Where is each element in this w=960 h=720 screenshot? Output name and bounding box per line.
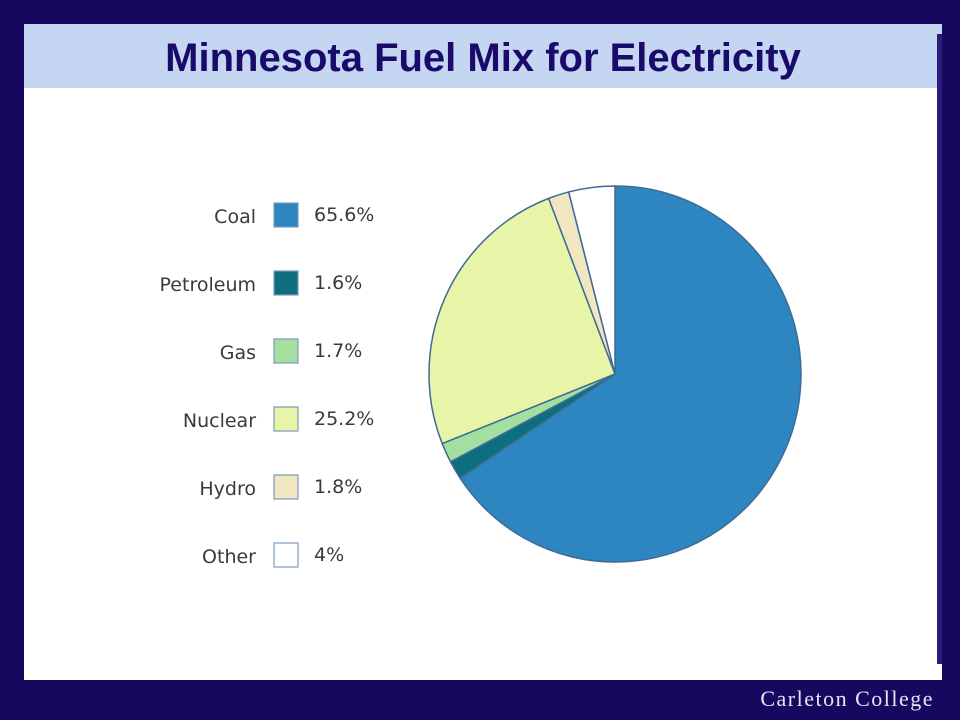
legend-swatch-petroleum <box>273 270 299 296</box>
legend-label-coal: Coal <box>214 206 256 228</box>
pie-chart: Coal 65.6% Petroleum 1.6% Gas 1.7% Nuclear 25.2… <box>160 185 802 568</box>
pie-slice-nuclear <box>428 197 616 445</box>
legend-value-petroleum: 1.6% <box>314 272 362 294</box>
legend-swatch-nuclear <box>273 406 299 432</box>
pie-slice-coal <box>459 185 802 563</box>
legend-value-gas: 1.7% <box>314 340 362 362</box>
pie-slice-other <box>567 185 616 375</box>
frame-shadow <box>937 34 942 664</box>
title-band: Minnesota Fuel Mix for Electricity <box>24 24 942 88</box>
legend-label-petroleum: Petroleum <box>160 274 256 296</box>
footer-college-name: Carleton College <box>760 686 934 711</box>
legend-swatch-hydro <box>273 474 299 500</box>
legend-swatch-other <box>273 542 299 568</box>
chart-legend: Coal 65.6% Petroleum 1.6% Gas 1.7% Nuclear 25.2… <box>160 202 374 568</box>
slide-title: Minnesota Fuel Mix for Electricity <box>165 36 801 80</box>
legend-label-nuclear: Nuclear <box>183 410 256 432</box>
legend-label-gas: Gas <box>220 342 256 364</box>
legend-value-nuclear: 25.2% <box>314 408 374 430</box>
slide-frame: Minnesota Fuel Mix for Electricity Coal 6… <box>24 24 942 680</box>
legend-swatch-coal <box>273 202 299 228</box>
legend-value-coal: 65.6% <box>314 204 374 226</box>
pie-slices <box>428 185 802 563</box>
legend-label-other: Other <box>202 546 256 568</box>
legend-label-hydro: Hydro <box>199 478 256 500</box>
legend-value-hydro: 1.8% <box>314 476 362 498</box>
legend-value-other: 4% <box>314 544 344 566</box>
legend-swatch-gas <box>273 338 299 364</box>
